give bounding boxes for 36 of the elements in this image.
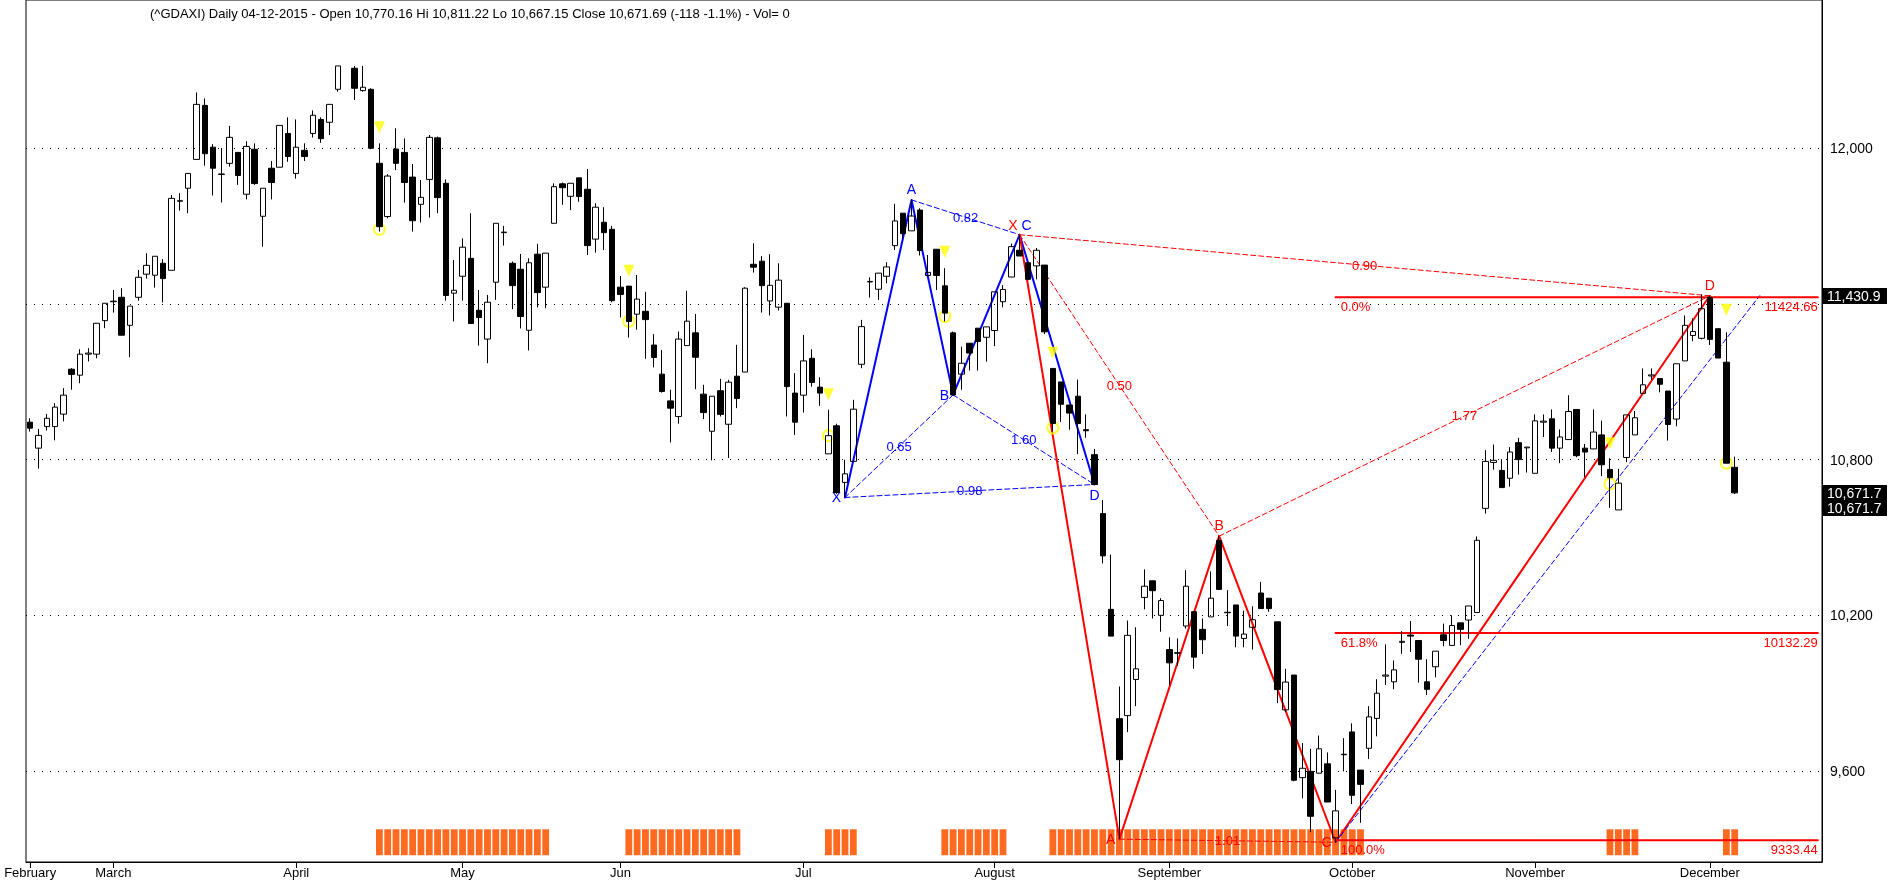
series-label: 0.98	[957, 483, 983, 499]
x-tick-label: December	[1679, 865, 1741, 880]
data-label: D	[1089, 487, 1100, 504]
y-tick-label: 9,600	[1830, 763, 1866, 780]
x-tick-label: May	[450, 865, 476, 880]
series-label: 0.0%	[1340, 299, 1371, 315]
x-tick-label: October	[1329, 865, 1376, 880]
x-tick-label: Jul	[795, 865, 812, 880]
y-tick-label: 12,000	[1830, 139, 1874, 156]
data-label: 9333.44	[1770, 842, 1818, 858]
x-tick-label: August	[974, 865, 1016, 880]
x-tick-label: Jun	[610, 865, 631, 880]
data-label: 10132.29	[1763, 634, 1818, 650]
series-label: 1.60	[1011, 432, 1037, 448]
x-tick-label: March	[95, 865, 132, 880]
series-label: 0.82	[952, 209, 979, 225]
series-label: 0.90	[1352, 257, 1378, 273]
y-tick-label: 10,200	[1830, 607, 1874, 624]
x-tick-label: April	[283, 865, 310, 880]
data-label: B	[1214, 517, 1224, 534]
data-label: A	[906, 180, 917, 197]
data-label: B	[939, 386, 950, 403]
data-label: X	[831, 489, 842, 506]
x-tick-label: November	[1505, 865, 1566, 880]
x-tick-label: February	[4, 865, 57, 880]
series-label: 61.8%	[1340, 634, 1379, 650]
text: (^GDAXI) Daily 04-12-2015 - Open 10,770.16 Hi 10,811.22 Lo 10,667.15 Close 10,671.69 (-118 -1.1%) - Vol= 0	[150, 6, 790, 21]
series-label: 1.77	[1451, 408, 1478, 424]
series-label: 0.50	[1106, 377, 1133, 393]
x-tick-label: September	[1137, 865, 1202, 880]
series-label: 0.65	[886, 438, 912, 454]
data-label: C	[1021, 216, 1032, 233]
data-label: 11424.66	[1764, 299, 1818, 315]
y-tick-label: 10,800	[1830, 451, 1874, 468]
data-label: D	[1704, 276, 1715, 293]
data-label: X	[1008, 216, 1019, 233]
